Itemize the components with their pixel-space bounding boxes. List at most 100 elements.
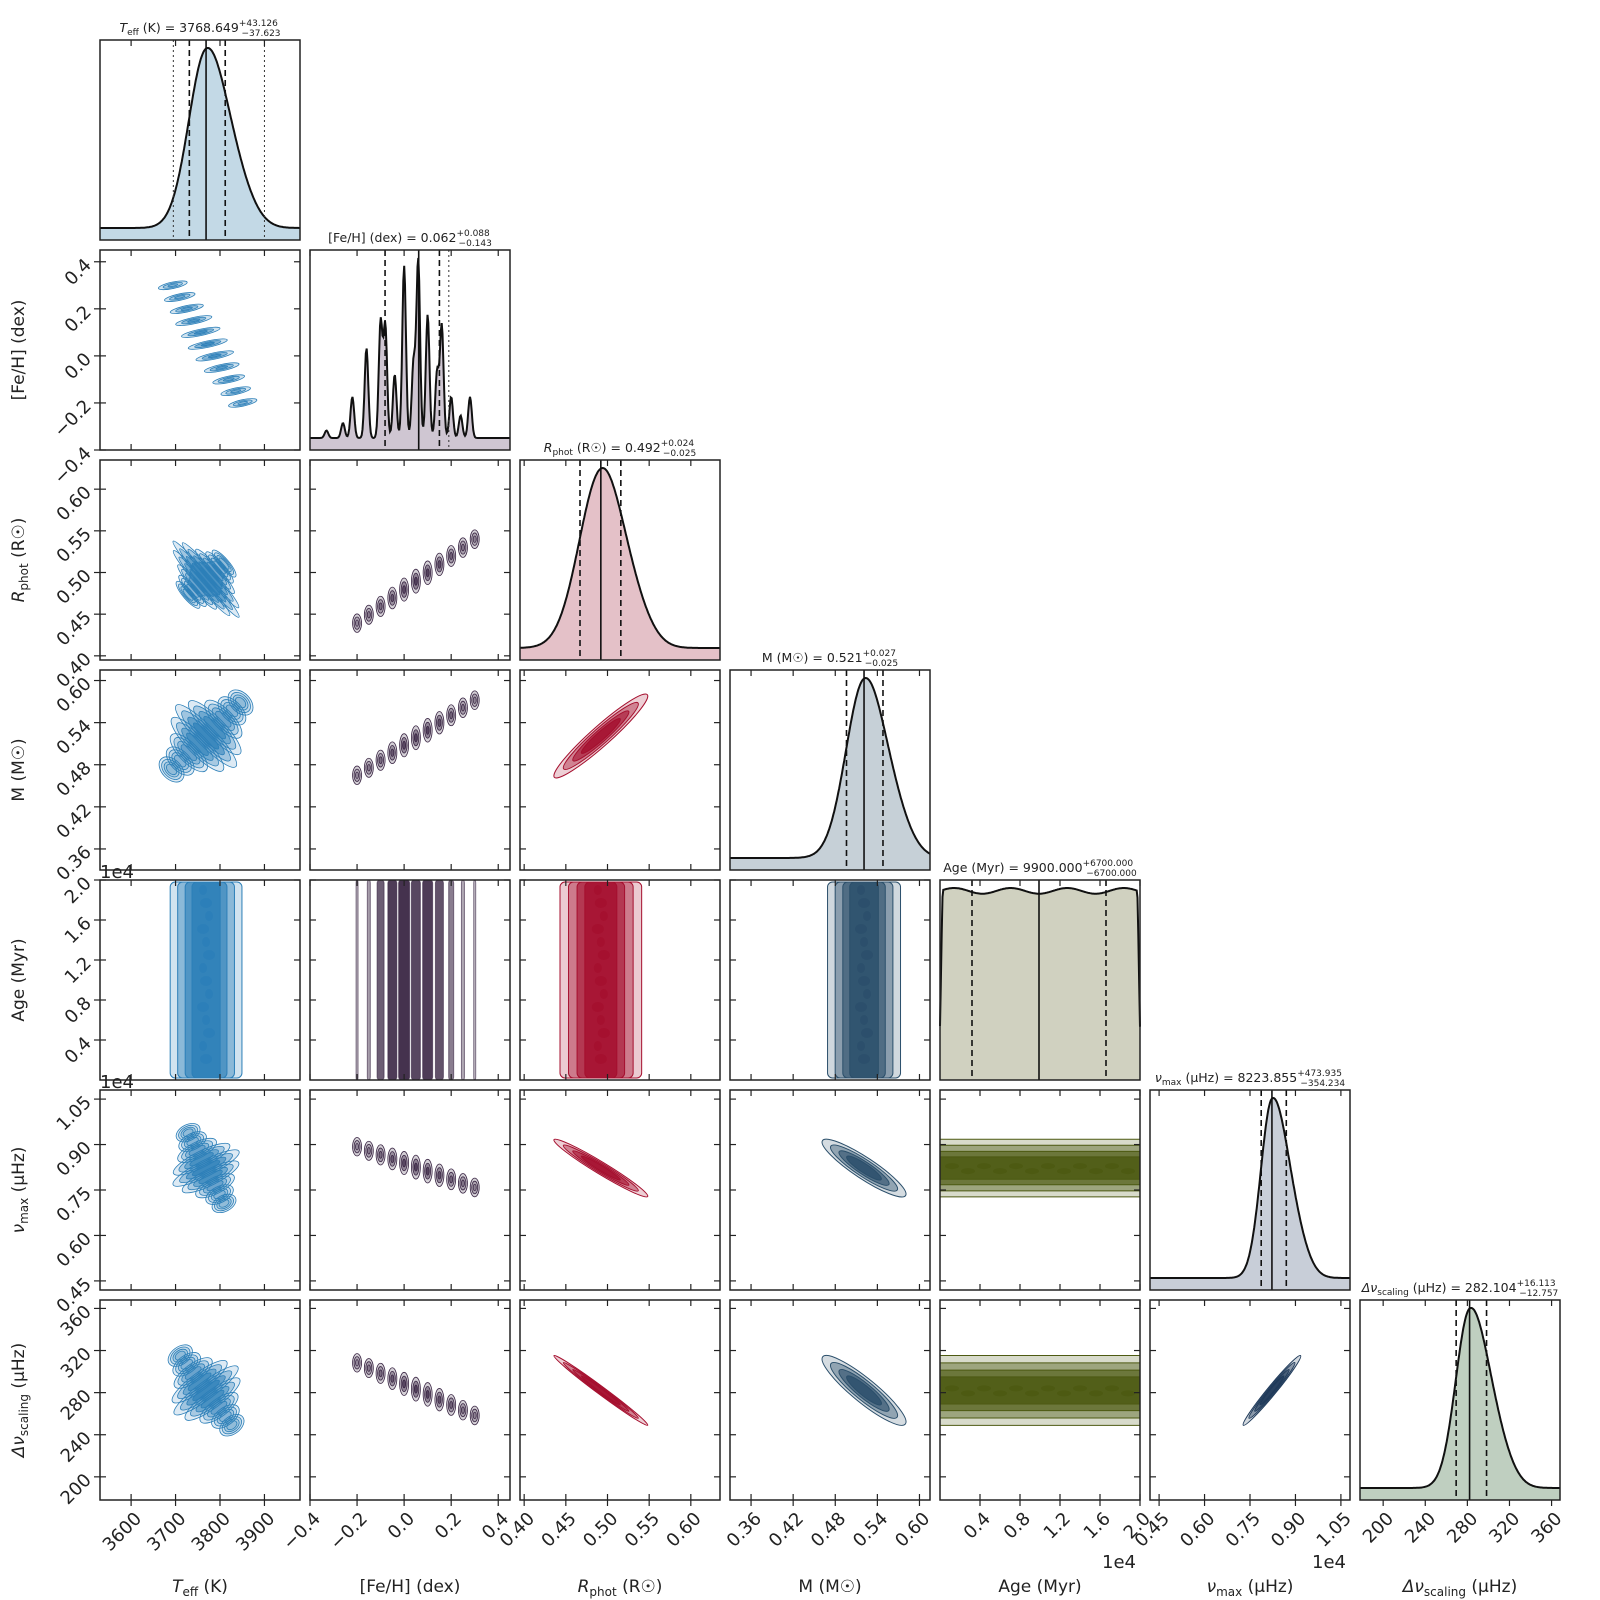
contour-band [422, 880, 434, 1080]
contour-blob [353, 1140, 361, 1154]
contour-core [199, 963, 208, 973]
contour-blob [218, 1199, 230, 1208]
diag-panel-dnu: Δνscaling (μHz) = 282.104+16.113 −12.757 [1359, 1279, 1561, 1501]
contour-core [205, 989, 214, 999]
contour-blob [378, 1369, 383, 1378]
contour-band [410, 880, 421, 1080]
contours [821, 1354, 907, 1426]
contour-core [860, 1015, 869, 1025]
scatter-panel-rphot-dnu [519, 1299, 721, 1501]
contour-blob [180, 744, 197, 762]
contour-blob [366, 1147, 371, 1155]
x-tick-label: 3600 [99, 1508, 146, 1555]
contours [940, 1138, 1140, 1198]
contour-blob [402, 1158, 407, 1168]
contour-core [863, 989, 872, 999]
contour-level [580, 718, 621, 754]
contour-blob [186, 583, 199, 598]
y-tick-label: 0.75 [53, 1183, 96, 1226]
contour-core [857, 1041, 866, 1051]
x-tick-label: 200 [1359, 1508, 1398, 1547]
contour-blob [219, 1411, 232, 1422]
histogram-fill-age [940, 888, 1140, 1080]
contour-blob [222, 377, 235, 382]
contour-blob [461, 1179, 465, 1188]
contour-blob [157, 280, 188, 291]
y-tick-label: 0.0 [61, 349, 96, 384]
contour-blob [437, 718, 442, 727]
contour-blob [366, 611, 371, 619]
x-tick-label: 1.05 [1313, 1508, 1356, 1551]
contour-core [855, 924, 868, 934]
contour-level [940, 1376, 1140, 1405]
contour-core [593, 1041, 602, 1051]
panel-title-teff: Teff (K) = 3768.649+43.126 −37.623 [119, 19, 280, 39]
y-tick-label: −0.2 [50, 396, 96, 442]
y-tick-label: 1.6 [61, 913, 96, 948]
contour-core [1025, 1390, 1039, 1397]
contour-blob [355, 1143, 359, 1151]
y-axis-feh: −0.4−0.2 0.0 0.2 0.4 [Fe/H] (dex) [9, 255, 100, 489]
contour-blob [226, 1420, 238, 1431]
contour-blob [365, 1143, 373, 1158]
contour-core [200, 898, 213, 908]
contour-blob [180, 306, 193, 311]
contour-blob [188, 577, 206, 597]
contour-blob [180, 586, 196, 604]
contour-blob [211, 549, 237, 578]
x-tick-label: −0.2 [326, 1508, 372, 1554]
contour-blob [192, 722, 220, 750]
panel-frame [309, 879, 511, 1081]
contour-core [855, 1002, 868, 1012]
panel-frame [729, 1299, 931, 1501]
y-axis-mass: 0.360.420.480.540.60M (M☉) [9, 673, 100, 885]
contour-blob [174, 295, 186, 299]
contour-core [200, 1054, 213, 1064]
x-axis-label-rphot: Rphot (R☉) [578, 1577, 663, 1599]
kde-line-numax [1150, 1096, 1350, 1279]
contour-core [1121, 1390, 1135, 1397]
contour-blob [449, 1400, 454, 1409]
panel-frame [729, 669, 931, 871]
contour-core [591, 1002, 604, 1012]
contour-core [1089, 1390, 1103, 1397]
x-offset-label-age: 1e4 [1102, 1552, 1136, 1573]
panel-frame [519, 1089, 721, 1291]
x-offset-label-numax: 1e4 [1312, 1552, 1346, 1573]
contour-core [593, 885, 602, 895]
contours [940, 1354, 1140, 1426]
y-tick-label: 1.05 [53, 1092, 96, 1135]
contour-blob [390, 1154, 395, 1164]
contour-core [961, 1168, 975, 1175]
panel-frame [309, 669, 511, 871]
y-tick-label: 0.50 [53, 565, 96, 608]
y-tick-label: 280 [57, 1386, 96, 1425]
contour-blob [461, 543, 465, 552]
y-tick-label: 0.54 [53, 716, 96, 759]
contour-core [205, 911, 214, 921]
x-tick-label: 360 [1527, 1508, 1566, 1547]
contour-core [1041, 1163, 1055, 1170]
contour-blob [390, 748, 395, 757]
contour-band [460, 880, 465, 1080]
contours [157, 280, 258, 408]
contour-blob [402, 740, 407, 750]
contours [821, 1138, 907, 1198]
contour-blob [187, 1372, 212, 1391]
contour-level [1259, 1375, 1285, 1406]
contours [352, 1353, 480, 1426]
contour-blob [203, 715, 227, 740]
y-tick-label: 0.48 [53, 758, 96, 801]
contour-blob [188, 1144, 206, 1156]
contour-blob [186, 1137, 199, 1147]
x-tick-label: 0.90 [1267, 1508, 1310, 1551]
diag-panel-rphot: Rphot (R☉) = 0.492+0.024 −0.025 [519, 439, 721, 661]
panel-title-numax: νmax (μHz) = 8223.855+473.935 −354.234 [1155, 1069, 1346, 1089]
x-axis-mass: 0.360.420.480.540.60 M (M☉) [723, 1500, 934, 1597]
contour-blob [225, 704, 239, 718]
panel-frame [309, 249, 511, 451]
contour-blob [365, 760, 373, 775]
contour-blob [437, 1395, 442, 1404]
